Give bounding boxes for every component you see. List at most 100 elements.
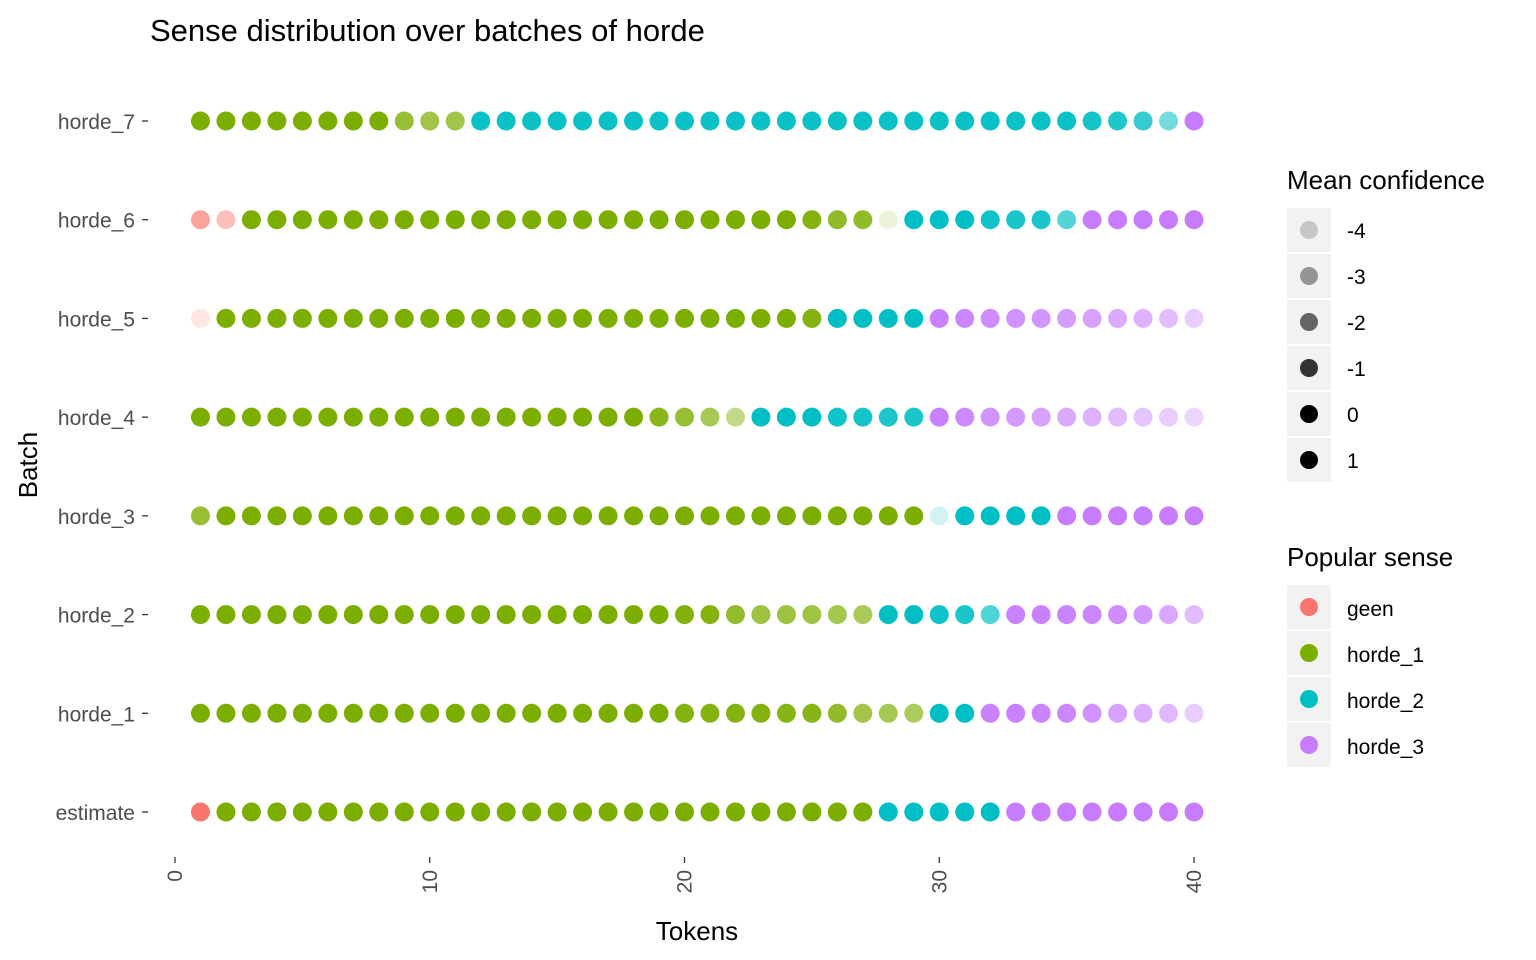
data-point	[955, 308, 975, 328]
data-point	[190, 506, 210, 526]
data-point	[955, 703, 975, 723]
data-point	[471, 407, 491, 427]
data-point	[1159, 506, 1179, 526]
data-point	[394, 703, 414, 723]
data-point	[267, 407, 287, 427]
legend-sense-label: horde_3	[1347, 736, 1424, 759]
data-point	[318, 210, 338, 230]
data-point	[929, 210, 949, 230]
data-point	[1031, 703, 1051, 723]
data-point	[751, 210, 771, 230]
data-point	[751, 802, 771, 822]
data-point	[598, 605, 618, 625]
data-point	[369, 210, 389, 230]
data-point	[649, 210, 669, 230]
data-point	[853, 308, 873, 328]
data-point	[1057, 802, 1077, 822]
data-point	[190, 802, 210, 822]
x-tick-label: 30	[928, 870, 951, 893]
data-point	[904, 210, 924, 230]
legend-confidence-swatch	[1300, 313, 1318, 331]
data-point	[1133, 111, 1153, 131]
data-point	[980, 407, 1000, 427]
data-point	[1133, 210, 1153, 230]
data-point	[369, 703, 389, 723]
data-point	[929, 605, 949, 625]
data-point	[445, 308, 465, 328]
data-point	[241, 802, 261, 822]
data-point	[1031, 308, 1051, 328]
data-point	[1057, 506, 1077, 526]
data-point	[1133, 802, 1153, 822]
data-point	[802, 703, 822, 723]
data-point	[369, 506, 389, 526]
x-tick-label: 40	[1183, 870, 1206, 893]
data-point	[522, 802, 542, 822]
data-point	[1133, 407, 1153, 427]
data-point	[1057, 111, 1077, 131]
data-point	[725, 703, 745, 723]
legend-confidence-swatch	[1300, 359, 1318, 377]
data-point	[292, 703, 312, 723]
data-point	[496, 210, 516, 230]
data-point	[1184, 407, 1204, 427]
data-point	[496, 308, 516, 328]
data-point	[624, 802, 644, 822]
data-point	[1133, 506, 1153, 526]
data-point	[573, 407, 593, 427]
data-point	[776, 703, 796, 723]
data-point	[675, 308, 694, 328]
data-point	[1133, 308, 1153, 328]
data-point	[598, 308, 618, 328]
data-point	[1031, 802, 1051, 822]
data-point	[267, 111, 287, 131]
data-point	[598, 210, 618, 230]
data-point	[420, 506, 440, 526]
data-point	[241, 308, 261, 328]
legend-mean-confidence: Mean confidence -4 -3 -2 -1 0 1	[1287, 165, 1485, 482]
data-point	[776, 506, 796, 526]
legend-sense-swatch	[1300, 644, 1318, 662]
data-point	[445, 210, 465, 230]
x-axis-title: Tokens	[656, 916, 738, 946]
data-point	[1057, 703, 1077, 723]
data-point	[292, 210, 312, 230]
data-point	[598, 802, 618, 822]
data-point	[343, 802, 363, 822]
data-point	[853, 506, 873, 526]
data-point	[700, 703, 720, 723]
data-point	[827, 308, 847, 328]
data-point	[394, 308, 414, 328]
data-point	[649, 703, 669, 723]
data-point	[522, 308, 542, 328]
legend-sense-label: horde_1	[1347, 644, 1424, 667]
data-point	[471, 605, 491, 625]
data-point	[394, 506, 414, 526]
data-point	[1082, 703, 1102, 723]
x-tick-label: 20	[674, 870, 697, 893]
data-point	[1108, 802, 1128, 822]
data-point	[445, 605, 465, 625]
x-axis: 0 10 20 30 40	[164, 857, 1206, 893]
data-point	[675, 703, 694, 723]
data-point	[904, 111, 924, 131]
data-point	[904, 703, 924, 723]
data-point	[751, 506, 771, 526]
data-point	[598, 506, 618, 526]
data-point	[700, 605, 720, 625]
data-point	[343, 210, 363, 230]
data-point	[190, 407, 210, 427]
data-point	[802, 506, 822, 526]
data-point	[878, 407, 898, 427]
data-point	[318, 703, 338, 723]
data-point	[598, 407, 618, 427]
data-point	[216, 605, 236, 625]
data-point	[394, 407, 414, 427]
data-point	[929, 802, 949, 822]
data-point	[573, 605, 593, 625]
data-point	[675, 407, 694, 427]
data-point	[1031, 111, 1051, 131]
data-point	[700, 407, 720, 427]
data-point	[929, 111, 949, 131]
chart-title: Sense distribution over batches of horde	[150, 13, 705, 48]
